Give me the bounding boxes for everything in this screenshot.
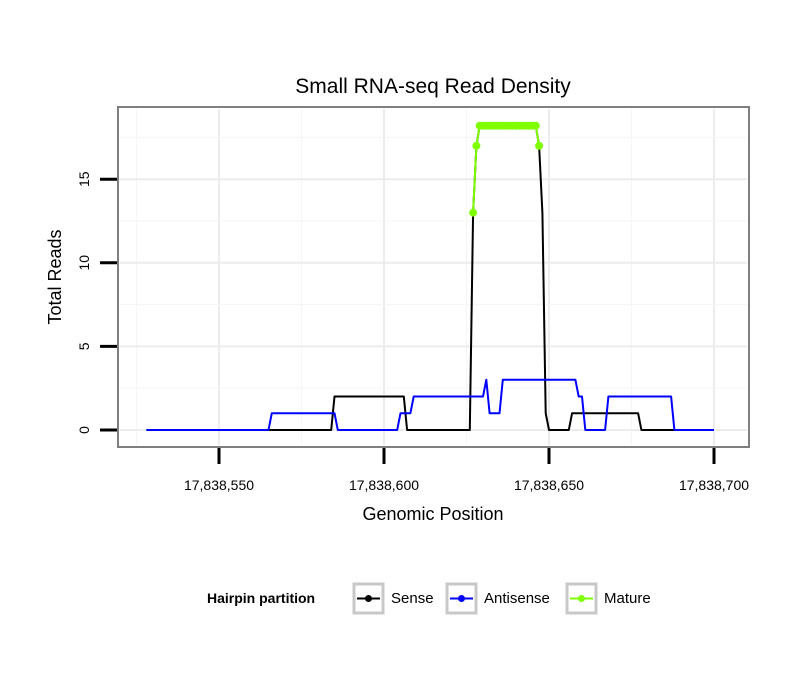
x-axis-label: Genomic Position (362, 504, 503, 524)
y-tick-label: 0 (76, 426, 92, 434)
axes: 17,838,550 17,838,600 17,838,650 17,838,700… (76, 171, 749, 493)
x-tick-label: 17,838,700 (679, 477, 749, 493)
legend-title: Hairpin partition (207, 590, 315, 606)
legend: Hairpin partition Sense Antisense Mature (207, 582, 651, 615)
chart-title: Small RNA-seq Read Density (295, 75, 571, 98)
data-point-mature (535, 141, 544, 150)
x-tick-label: 17,838,650 (514, 477, 584, 493)
series-layer (146, 121, 714, 431)
legend-marker-sense (365, 595, 372, 602)
data-point-mature (531, 121, 540, 130)
data-point-mature (469, 208, 478, 217)
legend-marker-antisense (458, 595, 465, 602)
series-line-antisense (146, 378, 714, 431)
y-tick-label: 10 (76, 255, 92, 271)
x-tick-label: 17,838,550 (184, 477, 254, 493)
y-tick-label: 5 (76, 342, 92, 350)
y-axis-label: Total Reads (45, 229, 65, 324)
legend-marker-mature (578, 595, 585, 602)
data-point-mature (472, 141, 481, 150)
legend-label-mature: Mature (604, 590, 651, 607)
y-tick-label: 15 (76, 171, 92, 187)
plot-panel (117, 106, 750, 448)
legend-label-sense: Sense (391, 590, 434, 607)
x-tick-label: 17,838,600 (349, 477, 419, 493)
legend-label-antisense: Antisense (484, 590, 550, 607)
